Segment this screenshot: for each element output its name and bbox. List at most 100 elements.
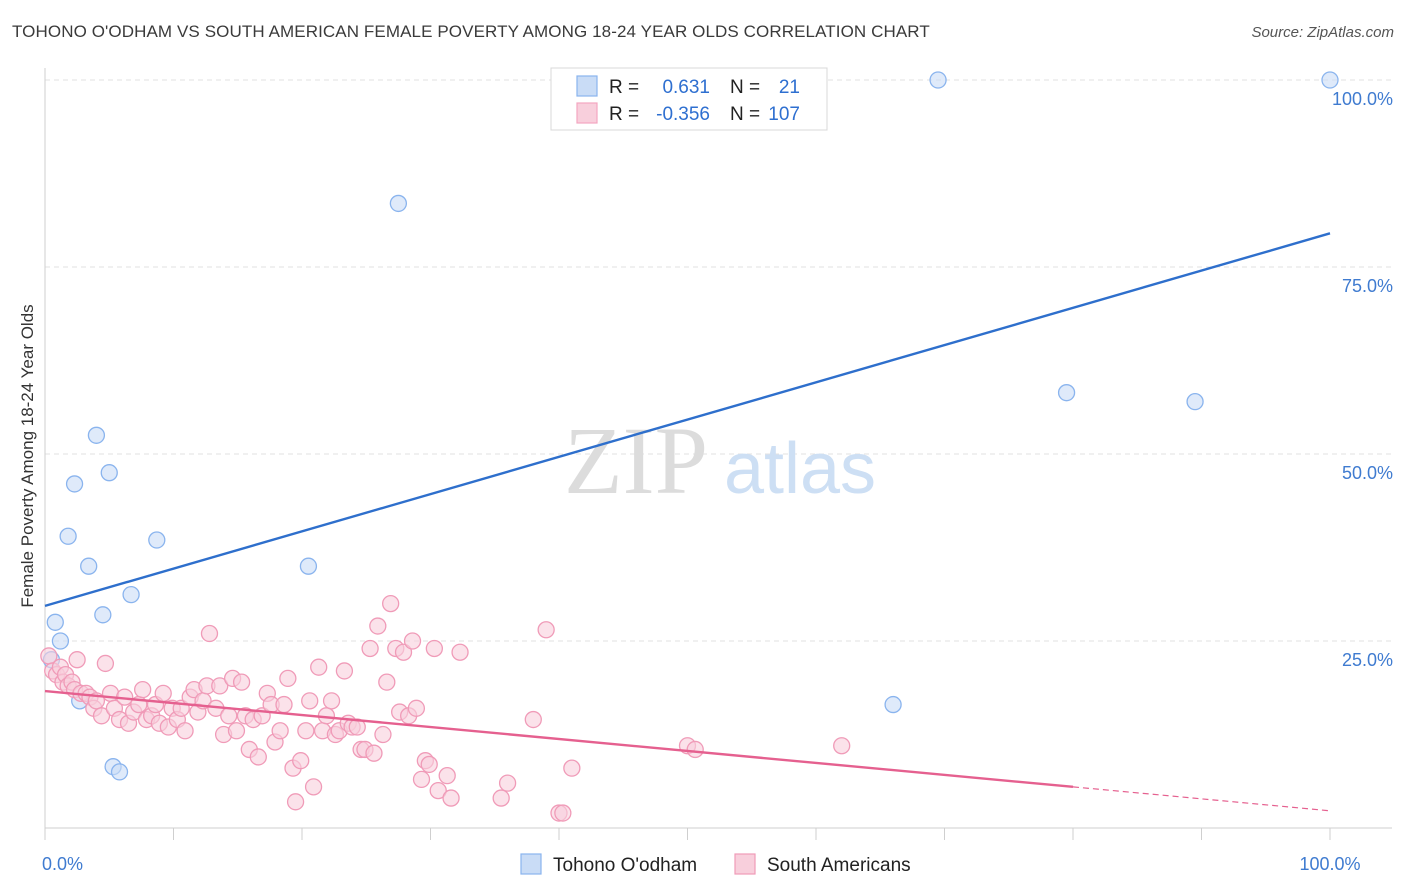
series-1-point-51: [249, 748, 267, 766]
series-1-point-17: [101, 684, 120, 703]
series-0-point-3: [59, 527, 77, 545]
legend-n-label-0: N =: [730, 77, 760, 98]
bottom-legend: Tohono O'odham South Americans: [520, 853, 911, 876]
series-0-point-14: [299, 557, 318, 575]
series-1-point-16: [96, 654, 115, 673]
watermark-zip: ZIP: [564, 407, 708, 514]
bottom-legend-label-0: Tohono O'odham: [553, 855, 697, 876]
series-0-point-15: [389, 194, 408, 213]
series-1-point-81: [378, 673, 396, 691]
series-1-point-47: [232, 673, 251, 691]
series-1-point-56: [271, 722, 289, 740]
legend-r-value-0: 0.631: [662, 77, 710, 98]
series-0-trendline: [44, 232, 1331, 607]
series-1-point-57: [275, 695, 293, 714]
series-1-point-105: [686, 740, 704, 759]
series-1-point-63: [301, 692, 319, 710]
series-1-point-78: [365, 744, 383, 762]
bottom-legend-label-1: South Americans: [767, 855, 911, 876]
series-1-point-82: [382, 594, 400, 613]
series-1-point-97: [492, 789, 510, 807]
series-0-point-20: [1321, 71, 1339, 89]
y-tick-label-0: 25.0%: [1342, 650, 1393, 670]
series-1-point-102: [554, 804, 572, 822]
legend: R = 0.631 N = 21 R = -0.356 N = 107: [550, 67, 828, 131]
series-1-point-106: [833, 737, 851, 755]
series-1-point-98: [498, 774, 517, 792]
series-0-point-1: [46, 613, 64, 631]
legend-n-label-1: N =: [730, 104, 760, 125]
tick-labels: 25.0% 50.0% 75.0% 100.0% 0.0% 100.0%: [42, 89, 1393, 874]
bottom-legend-swatch-1: [734, 853, 756, 875]
series-1-point-85: [394, 643, 413, 661]
series-1-point-96: [451, 643, 469, 661]
series-1-point-46: [227, 722, 246, 740]
series-1-point-62: [297, 722, 315, 740]
series-1-point-15: [92, 707, 111, 725]
y-tick-label-2: 75.0%: [1342, 276, 1393, 296]
series-1-point-92: [425, 639, 444, 658]
legend-r-label-1: R =: [609, 104, 639, 125]
series-0-point-2: [51, 632, 70, 650]
x-tick-label-0: 0.0%: [42, 854, 83, 874]
series-0-point-13: [148, 531, 166, 549]
series-0-point-8: [94, 606, 112, 624]
series-1-point-91: [420, 755, 438, 774]
series-1-point-9: [68, 651, 86, 669]
chart-title: TOHONO O'ODHAM VS SOUTH AMERICAN FEMALE …: [12, 22, 930, 41]
axes: [44, 68, 1392, 840]
series-1-point-87: [403, 632, 422, 650]
series-0-point-11: [110, 763, 129, 781]
series-1-trendline-extension: [1072, 786, 1331, 812]
series-0-point-4: [65, 475, 84, 493]
series-0-point-19: [1186, 392, 1204, 411]
legend-n-value-1: 107: [768, 104, 800, 125]
series-1-point-79: [369, 617, 387, 635]
y-tick-label-3: 100.0%: [1332, 89, 1393, 109]
series-1-point-94: [438, 766, 456, 785]
series-0-point-9: [100, 464, 118, 482]
series-0-point-6: [80, 557, 98, 575]
watermark: ZIP atlas: [564, 407, 876, 514]
legend-r-label-0: R =: [609, 77, 639, 98]
series-1-point-99: [524, 710, 542, 729]
series-1-point-44: [220, 707, 238, 725]
series-1-point-61: [292, 752, 310, 770]
series-0-point-18: [1057, 384, 1076, 402]
series-0-point-7: [87, 426, 106, 444]
series-1-point-93: [429, 781, 447, 800]
series-0-point-16: [884, 695, 902, 714]
legend-swatch-0: [576, 75, 598, 97]
legend-n-value-0: 21: [779, 77, 800, 98]
series-1-point-95: [442, 789, 460, 807]
series-1-point-60: [286, 793, 305, 811]
legend-swatch-1: [576, 102, 598, 124]
series-1-points: [40, 594, 851, 822]
series-1-point-42: [211, 677, 229, 695]
series-1-point-68: [322, 692, 341, 710]
trend-layer: [44, 232, 1331, 812]
series-1-point-29: [154, 684, 172, 703]
series-0-point-12: [122, 585, 140, 604]
series-1-point-34: [176, 722, 194, 740]
series-1-point-103: [563, 759, 581, 777]
series-1-point-88: [407, 699, 426, 717]
y-tick-label-1: 50.0%: [1342, 463, 1393, 483]
series-1-point-71: [335, 662, 354, 680]
series-0-point-17: [929, 71, 947, 89]
series-1-point-89: [412, 770, 431, 789]
x-tick-label-1: 100.0%: [1299, 854, 1360, 874]
watermark-atlas: atlas: [724, 429, 876, 509]
series-1-point-40: [200, 624, 219, 643]
bottom-legend-swatch-0: [520, 853, 542, 875]
series-1-point-64: [304, 778, 323, 796]
series-1-point-65: [310, 658, 328, 676]
source-credit: Source: ZipAtlas.com: [1251, 24, 1394, 41]
series-1-point-77: [361, 639, 379, 658]
gridlines: [45, 79, 1392, 642]
series-1-point-100: [537, 621, 555, 639]
series-1-point-24: [134, 680, 152, 699]
legend-r-value-1: -0.356: [656, 104, 710, 125]
series-1-point-58: [279, 669, 297, 688]
